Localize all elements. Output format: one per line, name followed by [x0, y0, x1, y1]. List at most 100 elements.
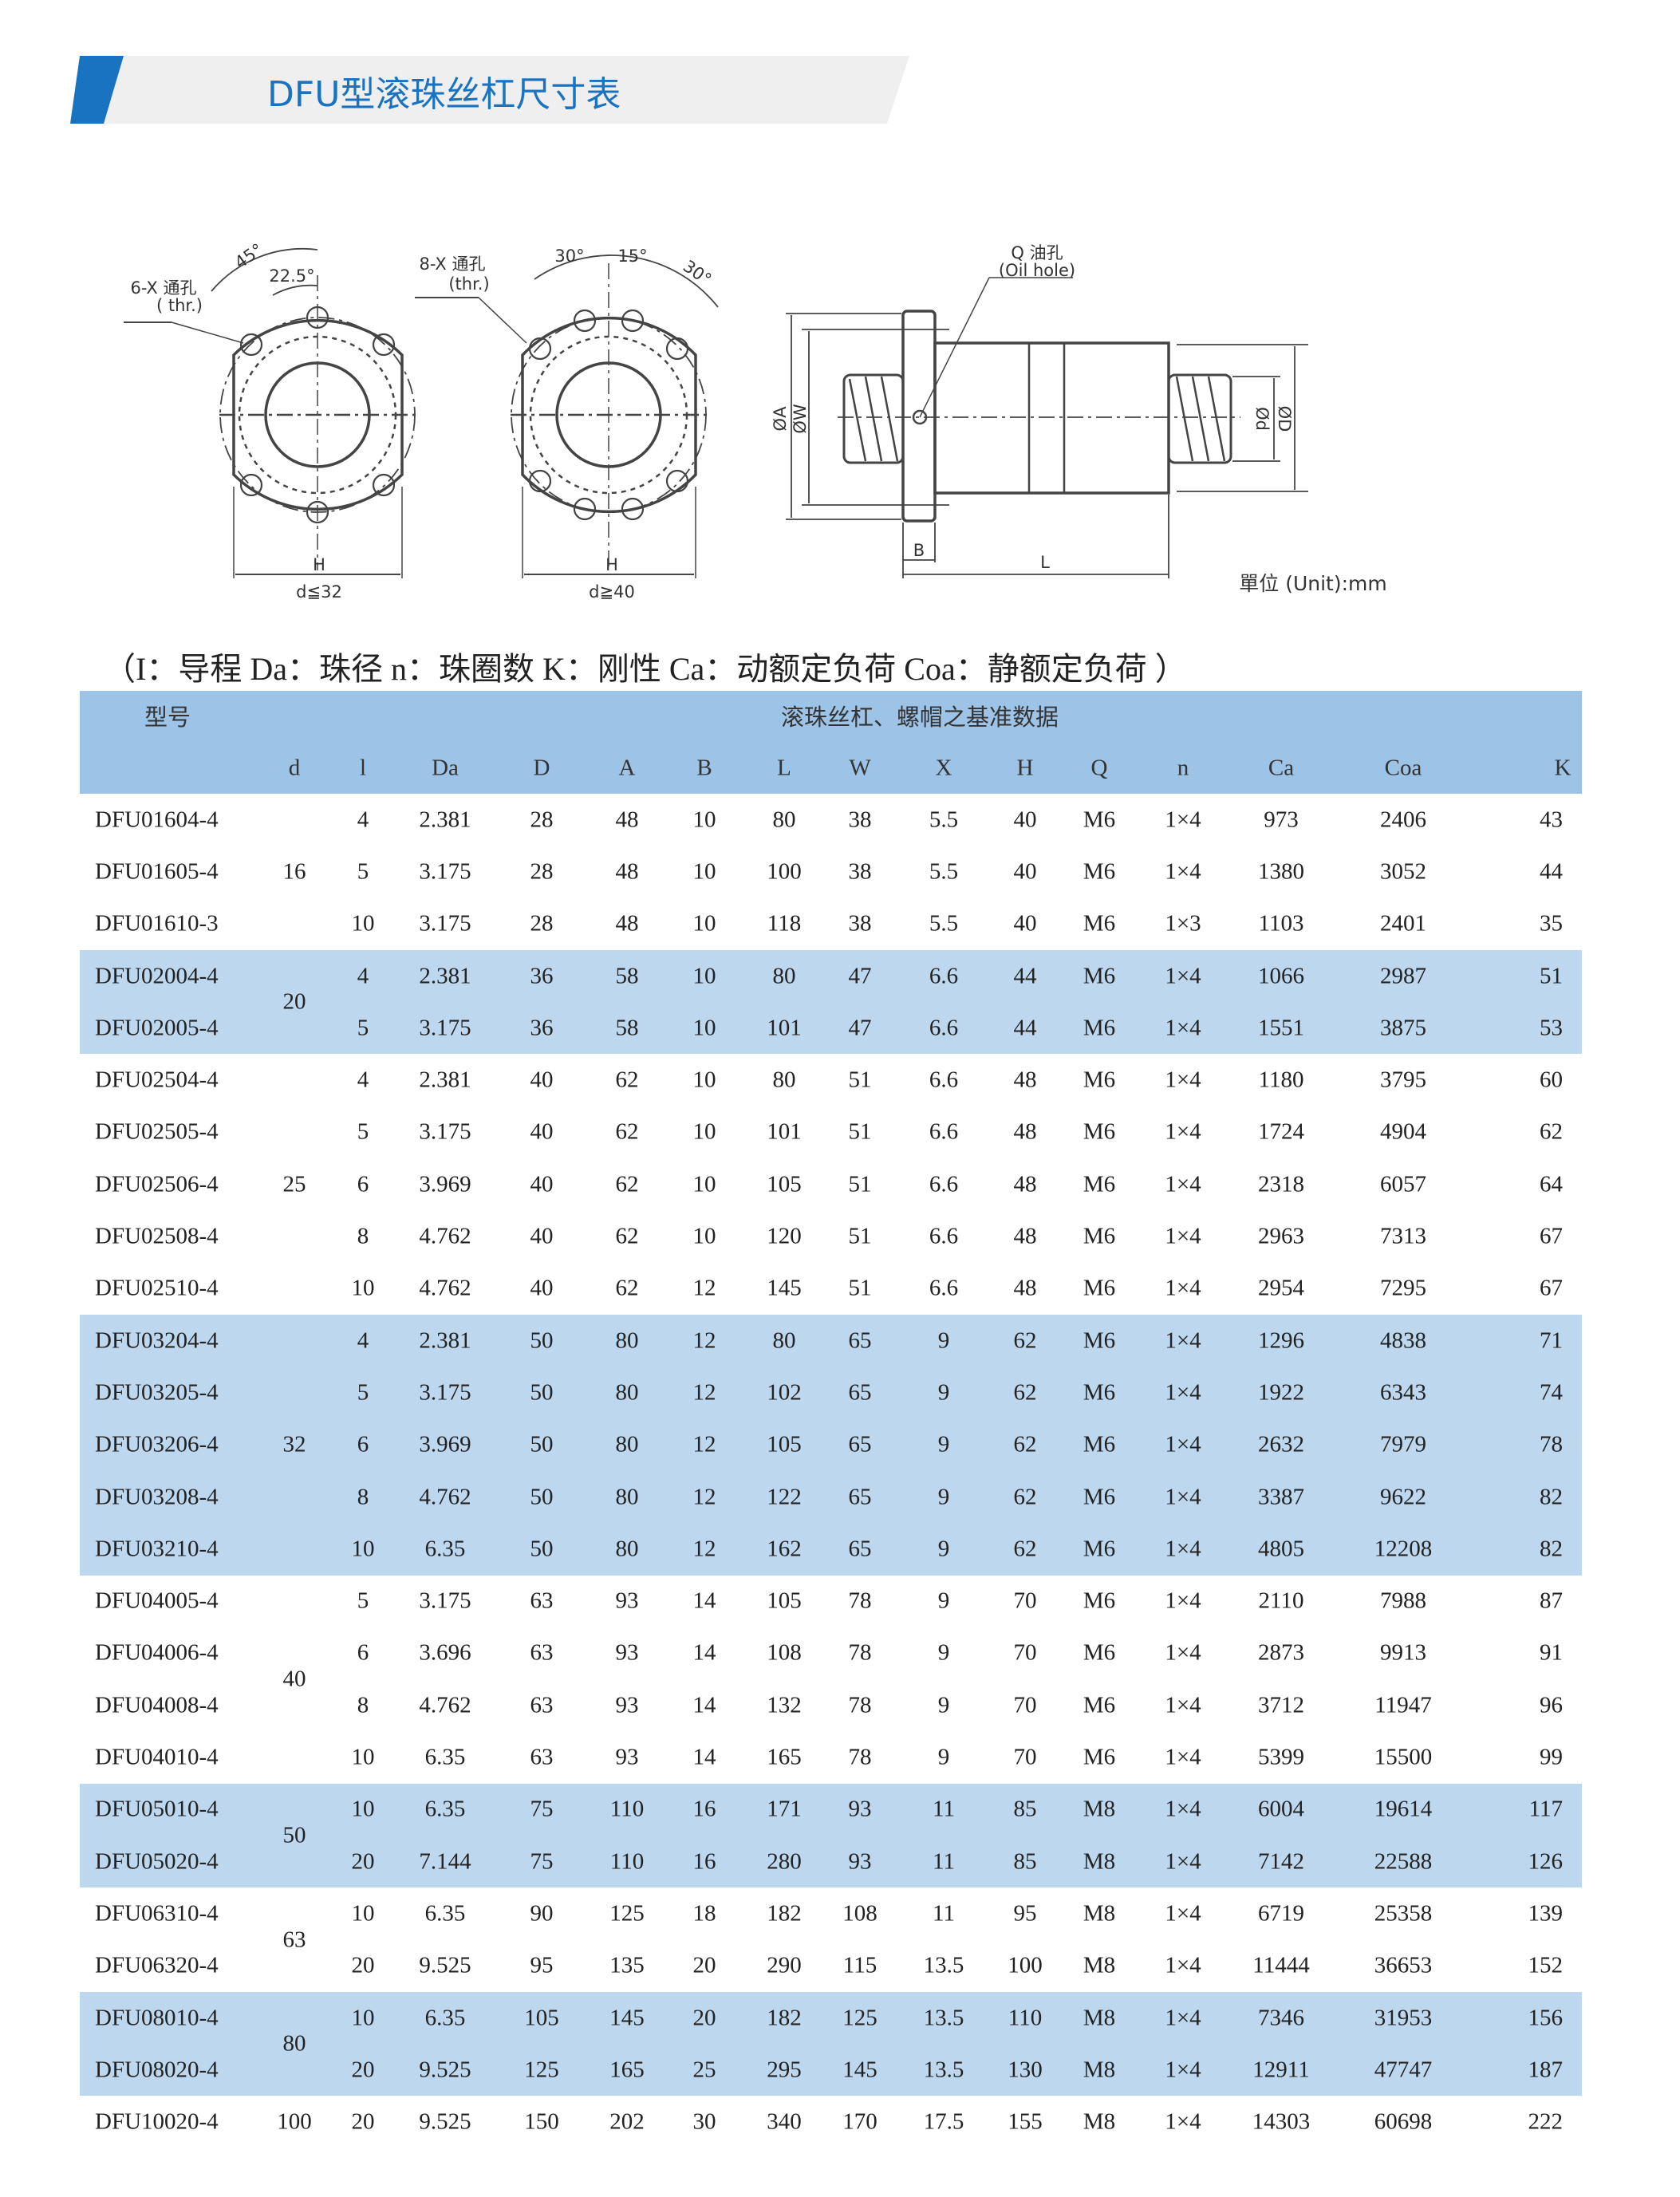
cell-d: 28	[530, 807, 554, 833]
cell-k: 64	[1540, 1171, 1563, 1197]
cell-n: 1×4	[1165, 1275, 1201, 1301]
cell-h: 62	[1013, 1536, 1037, 1562]
cell-h: 62	[1013, 1484, 1037, 1510]
cell-k: 126	[1528, 1848, 1564, 1875]
cell-d: 75	[530, 1848, 554, 1875]
cell-da: 2.381	[419, 963, 471, 989]
cell-x: 9	[937, 1639, 950, 1666]
cell-coa: 2406	[1380, 807, 1426, 833]
cell-model: DFU02506-4	[95, 1171, 219, 1197]
cell-d: 36	[530, 963, 554, 989]
cell-coa: 47747	[1374, 2057, 1433, 2083]
cell-x: 6.6	[929, 1015, 959, 1041]
cell-a: 93	[615, 1744, 639, 1770]
cell-model: DFU06320-4	[95, 1952, 219, 1978]
cell-n: 1×4	[1165, 1379, 1201, 1406]
cell-n: 1×4	[1165, 1692, 1201, 1718]
cell-w: 51	[848, 1171, 872, 1197]
cell-h: 85	[1013, 1796, 1037, 1822]
cell-a: 48	[615, 910, 639, 937]
cell-x: 13.5	[923, 1952, 964, 1978]
cell-x: 9	[937, 1692, 950, 1718]
cell-h: 100	[1008, 1952, 1043, 1978]
cell-l: 290	[767, 1952, 802, 1978]
cell-l: 8	[357, 1692, 369, 1718]
cell-w: 65	[848, 1327, 872, 1354]
cell-w: 93	[848, 1848, 872, 1875]
cell-x: 17.5	[923, 2108, 964, 2135]
cell-q: M6	[1083, 1744, 1116, 1770]
cell-b: 12	[692, 1431, 716, 1457]
column-header-a: A	[618, 755, 636, 781]
cell-b: 30	[692, 2108, 716, 2135]
cell-d: 28	[530, 858, 554, 885]
cell-ca: 3387	[1258, 1484, 1304, 1510]
cell-d: 50	[530, 1379, 554, 1406]
cell-b: 12	[692, 1379, 716, 1406]
cell-da: 4.762	[419, 1275, 471, 1301]
cell-ca: 11444	[1252, 1952, 1310, 1978]
cell-coa: 4904	[1380, 1118, 1426, 1145]
cell-w: 78	[848, 1588, 872, 1614]
cell-x: 5.5	[929, 807, 959, 833]
cell-w: 38	[848, 858, 872, 885]
cell-b: 10	[692, 1118, 716, 1145]
cell-b: 18	[692, 1900, 716, 1927]
cell-x: 6.6	[929, 1171, 959, 1197]
cell-ca: 6004	[1258, 1796, 1304, 1822]
cell-n: 1×4	[1165, 1639, 1201, 1666]
cell-n: 1×4	[1165, 1015, 1201, 1041]
cell-k: 67	[1540, 1223, 1563, 1249]
shaded-group-band	[80, 1991, 1582, 2096]
cell-b: 16	[692, 1796, 716, 1822]
cell-l: 4	[357, 807, 369, 833]
cell-w: 65	[848, 1379, 872, 1406]
cell-a: 62	[615, 1118, 639, 1145]
cell-coa: 3052	[1380, 858, 1426, 885]
cell-x: 5.5	[929, 858, 959, 885]
cell-q: M6	[1083, 1067, 1116, 1093]
cell-h: 48	[1013, 1223, 1037, 1249]
cell-h: 62	[1013, 1327, 1037, 1354]
cell-h: 70	[1013, 1744, 1037, 1770]
cell-da: 2.381	[419, 1067, 471, 1093]
cell-a: 165	[609, 2057, 645, 2083]
cell-l: 101	[767, 1118, 802, 1145]
cell-model: DFU04010-4	[95, 1744, 219, 1770]
cell-da: 6.35	[424, 2005, 466, 2031]
cell-w: 51	[848, 1275, 872, 1301]
cell-n: 1×3	[1165, 910, 1201, 937]
cell-k: 51	[1540, 963, 1563, 989]
cell-coa: 31953	[1374, 2005, 1433, 2031]
cell-b: 10	[692, 910, 716, 937]
cell-b: 10	[692, 1171, 716, 1197]
cell-q: M6	[1083, 1118, 1116, 1145]
right-width-label: H	[605, 555, 618, 574]
left-condition-label: d≦32	[296, 582, 342, 602]
cell-ca: 1296	[1258, 1327, 1304, 1354]
cell-d-group: 50	[282, 1822, 306, 1848]
cell-l: 10	[351, 1900, 375, 1927]
cell-da: 3.696	[419, 1639, 471, 1666]
cell-ca: 1066	[1258, 963, 1304, 989]
cell-d: 36	[530, 1015, 554, 1041]
cell-da: 4.762	[419, 1484, 471, 1510]
column-header-w: W	[849, 755, 871, 781]
cell-n: 1×4	[1165, 1848, 1201, 1875]
cell-l: 6	[357, 1171, 369, 1197]
cell-n: 1×4	[1165, 1900, 1201, 1927]
cell-w: 108	[842, 1900, 877, 1927]
cell-da: 3.175	[419, 1118, 471, 1145]
cell-q: M8	[1083, 1848, 1116, 1875]
cell-x: 5.5	[929, 910, 959, 937]
cell-k: 139	[1528, 1900, 1564, 1927]
cell-l: 102	[767, 1379, 802, 1406]
cell-ca: 2963	[1258, 1223, 1304, 1249]
cell-model: DFU02504-4	[95, 1067, 219, 1093]
column-header-coa: Coa	[1384, 755, 1422, 781]
cell-x: 9	[937, 1536, 950, 1562]
cell-a: 80	[615, 1431, 639, 1457]
cell-b: 20	[692, 2005, 716, 2031]
cell-k: 96	[1540, 1692, 1563, 1718]
cell-da: 3.175	[419, 858, 471, 885]
